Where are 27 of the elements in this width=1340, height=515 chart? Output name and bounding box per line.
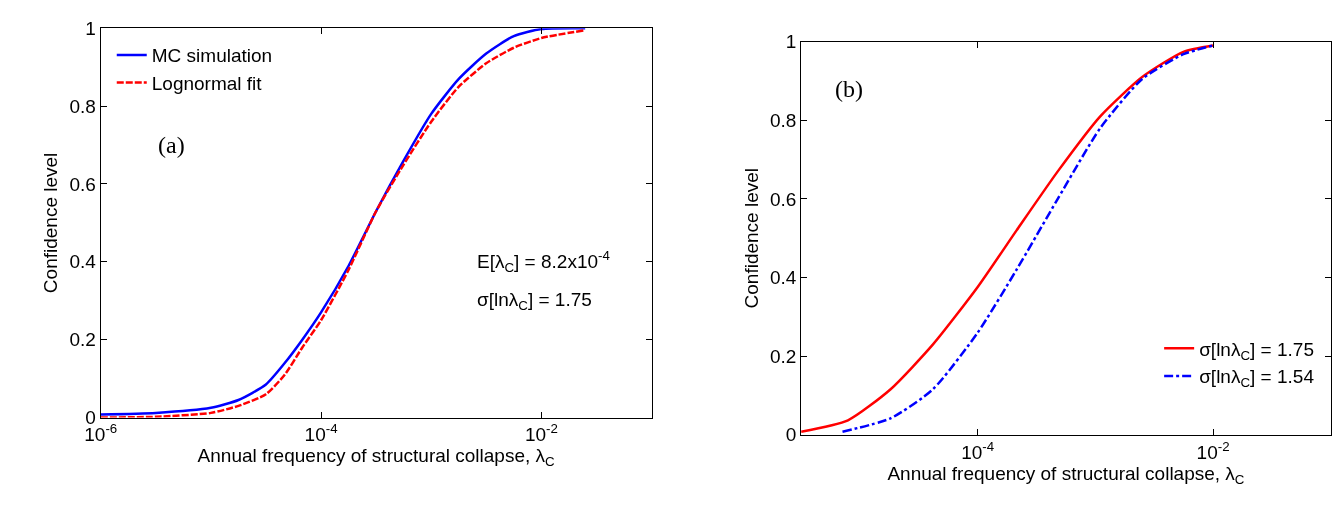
y-tick-label: 0.4 bbox=[69, 251, 97, 273]
y-tick-label: 0.8 bbox=[769, 109, 797, 131]
y-tick-label: 0 bbox=[785, 424, 797, 446]
legend-label: σ[lnλ$_{C}$] = 1.75 bbox=[1199, 338, 1314, 363]
x-tick-label: 10$^{-4}$ bbox=[961, 438, 995, 463]
x-axis-title: Annual frequency of structural collapse, λ$_{C}$ bbox=[197, 445, 556, 470]
x-tick-label: 10$^{-4}$ bbox=[304, 421, 338, 446]
y-tick-label: 0.2 bbox=[69, 329, 96, 351]
annotation: E[λ$_{C}$] = 8.2x10$^{-4}$ bbox=[477, 248, 610, 275]
x-tick-label: 10$^{-2}$ bbox=[524, 421, 558, 446]
y-tick-label: 0.6 bbox=[769, 188, 797, 210]
y-tick-label: 1 bbox=[785, 31, 797, 53]
y-tick-label: 1 bbox=[85, 17, 96, 39]
annotation: (a) bbox=[158, 132, 185, 158]
y-tick-label: 0.4 bbox=[769, 267, 797, 289]
x-axis-title: Annual frequency of structural collapse, λ$_{C}$ bbox=[887, 462, 1245, 487]
y-axis-title: Confidence level bbox=[740, 167, 762, 309]
legend-label: σ[lnλ$_{C}$] = 1.54 bbox=[1199, 366, 1315, 391]
legend-label: MC simulation bbox=[151, 45, 273, 67]
y-tick-label: 0.6 bbox=[69, 173, 96, 195]
y-tick-label: 0.8 bbox=[69, 95, 96, 117]
annotation: (b) bbox=[835, 76, 863, 102]
legend-label: Lognormal fit bbox=[151, 73, 263, 95]
y-axis-title: Confidence level bbox=[40, 152, 62, 294]
annotation: σ[lnλ$_{C}$] = 1.75 bbox=[477, 289, 592, 313]
y-tick-label: 0.2 bbox=[769, 345, 797, 367]
x-tick-label: 10$^{-2}$ bbox=[1196, 438, 1230, 463]
